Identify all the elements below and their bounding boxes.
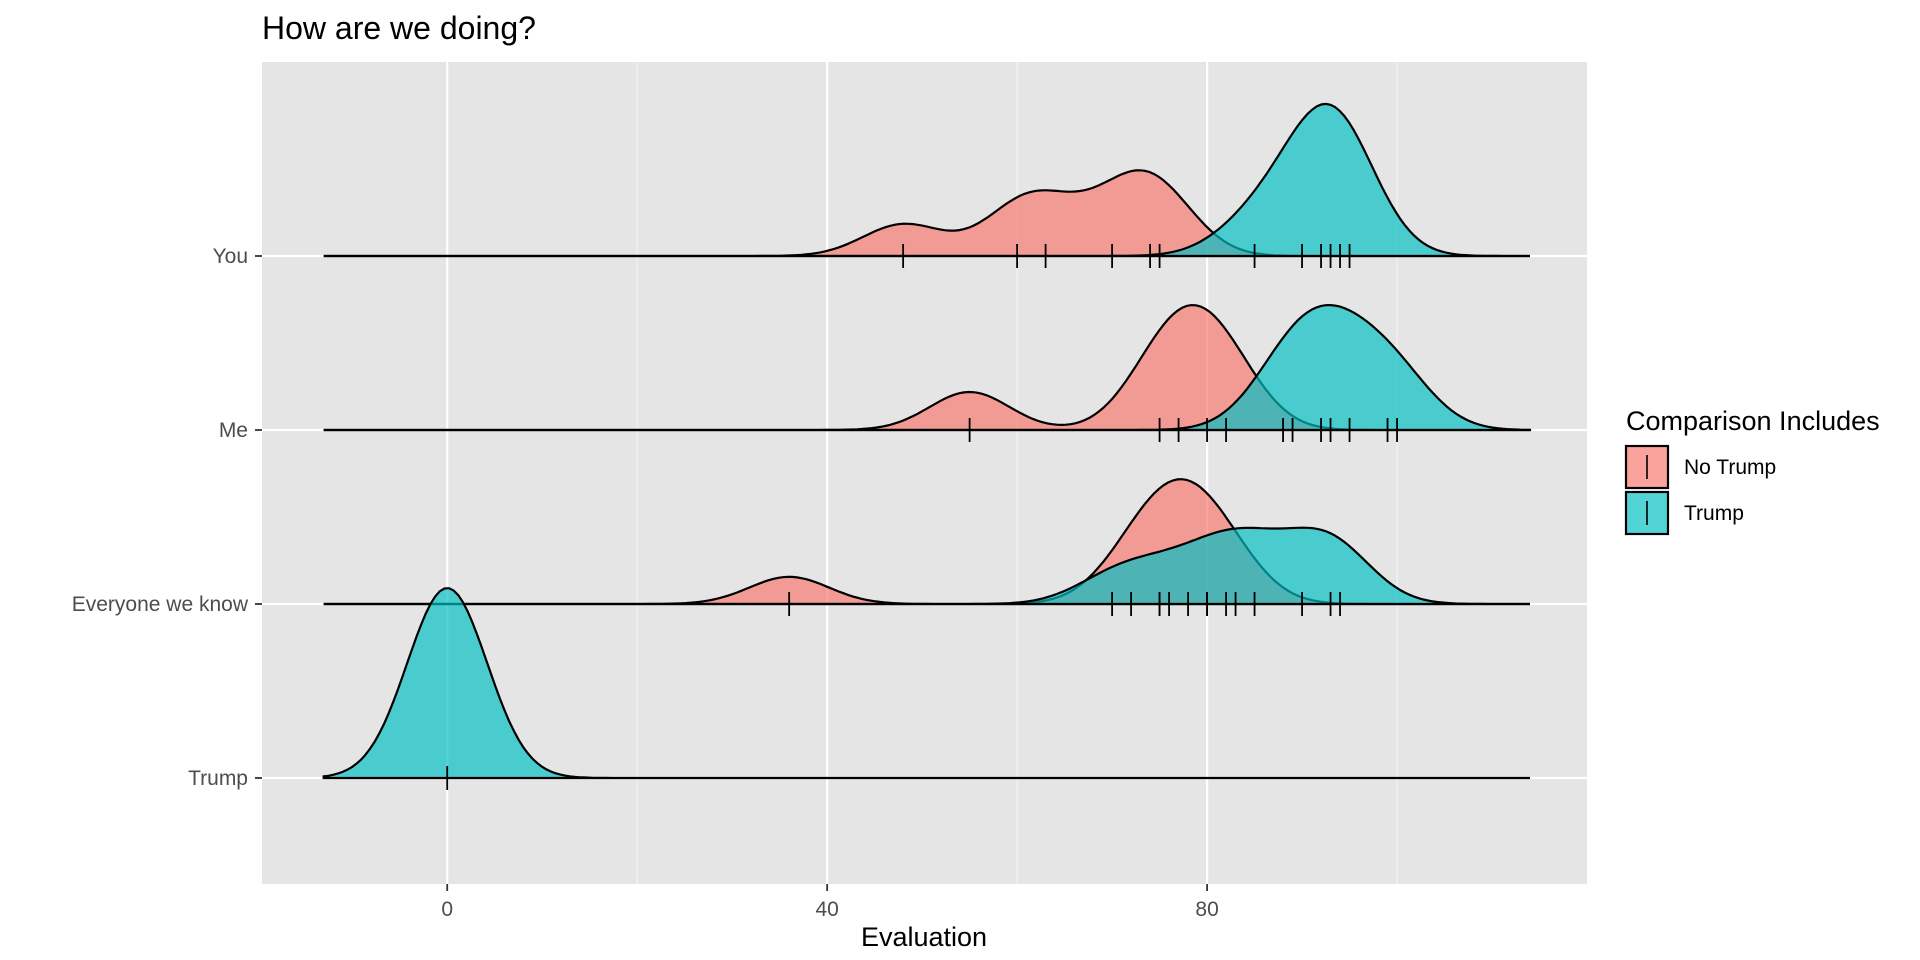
x-tick-label: 40 bbox=[815, 898, 838, 921]
chart-title: How are we doing? bbox=[262, 10, 536, 46]
density-ridges bbox=[322, 102, 1532, 780]
y-tick-label: Everyone we know bbox=[72, 593, 249, 616]
x-axis-title: Evaluation bbox=[861, 922, 987, 952]
x-tick-label: 80 bbox=[1195, 898, 1218, 921]
y-tick-label: Trump bbox=[188, 767, 248, 790]
y-tick-label: Me bbox=[219, 419, 248, 442]
legend-label: No Trump bbox=[1684, 456, 1776, 479]
legend-label: Trump bbox=[1684, 502, 1744, 525]
legend-title: Comparison Includes bbox=[1626, 406, 1880, 436]
density-trump-you bbox=[323, 102, 1530, 258]
rug-marks bbox=[446, 244, 1398, 790]
density-trump-me bbox=[323, 303, 1532, 432]
density-trump-everyone-we-know bbox=[323, 526, 1530, 606]
legend: Comparison Includes No Trump Trump bbox=[1624, 406, 1880, 536]
density-trump-trump bbox=[322, 587, 1530, 780]
x-tick-label: 0 bbox=[441, 898, 453, 921]
axes: You Me Everyone we know Trump 0 40 80 bbox=[72, 245, 1219, 921]
y-tick-label: You bbox=[213, 245, 248, 268]
